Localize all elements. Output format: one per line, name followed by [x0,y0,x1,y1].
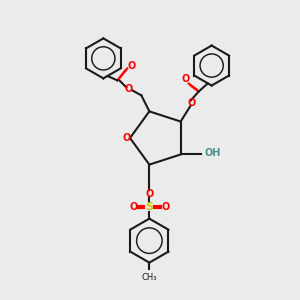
Text: O: O [161,202,170,212]
Text: OH: OH [205,148,221,158]
Text: O: O [145,189,154,199]
Text: O: O [123,133,131,143]
Text: O: O [129,202,137,212]
Text: O: O [188,98,196,107]
Text: O: O [124,84,133,94]
Text: S: S [145,202,153,212]
Text: O: O [182,74,190,83]
Text: O: O [127,61,136,71]
Text: CH₃: CH₃ [142,273,157,282]
